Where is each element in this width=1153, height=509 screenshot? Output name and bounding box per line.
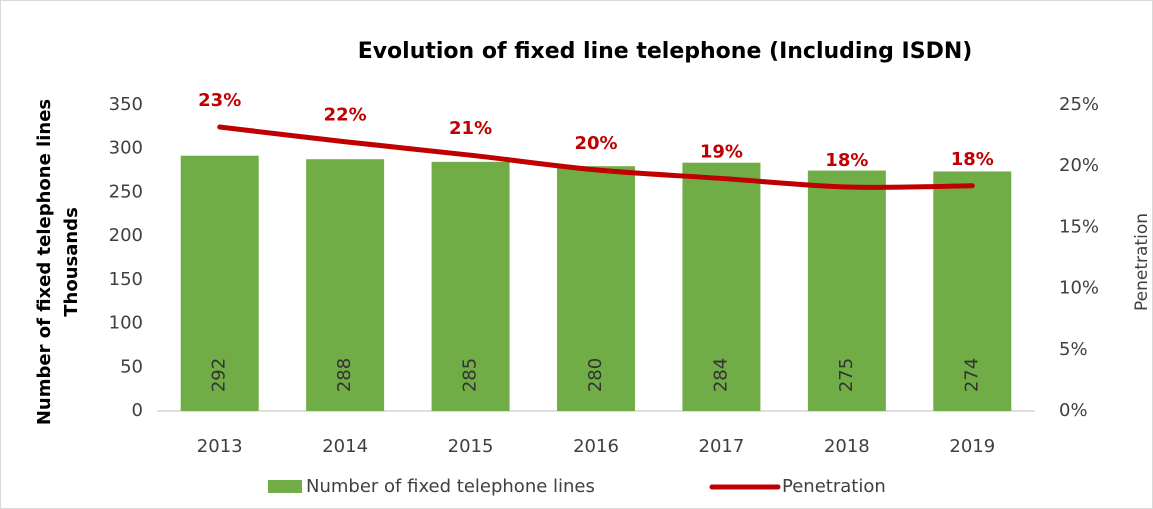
- line-value-label: 19%: [700, 141, 743, 162]
- bar-value-label: 288: [334, 358, 355, 392]
- bar: [431, 161, 510, 411]
- y-tick-label: 300: [109, 138, 143, 159]
- bar-value-label: 285: [460, 358, 481, 392]
- y2-axis-title: Penetration: [1132, 213, 1152, 311]
- y-tick-label: 150: [109, 269, 143, 290]
- legend-label: Penetration: [782, 476, 886, 497]
- line-value-label: 18%: [951, 149, 994, 170]
- line-value-label: 20%: [574, 133, 617, 154]
- x-tick-label: 2014: [322, 436, 368, 457]
- y-axis-unit: Thousands: [61, 207, 82, 317]
- bar: [807, 170, 886, 411]
- line-value-label: 21%: [449, 118, 492, 139]
- bar: [180, 155, 259, 411]
- x-tick-label: 2015: [448, 436, 494, 457]
- bar-value-label: 284: [710, 358, 731, 392]
- y-tick-label: 0: [132, 400, 143, 421]
- bar-value-label: 280: [585, 358, 606, 392]
- bar-value-label: 292: [209, 358, 230, 392]
- x-tick-label: 2016: [573, 436, 619, 457]
- bar: [306, 159, 385, 411]
- x-tick-label: 2019: [949, 436, 995, 457]
- y2-tick-label: 5%: [1059, 339, 1088, 360]
- y2-tick-label: 25%: [1059, 94, 1099, 115]
- y2-tick-label: 10%: [1059, 278, 1099, 299]
- bar-value-label: 275: [836, 358, 857, 392]
- y-tick-label: 250: [109, 181, 143, 202]
- bar: [557, 166, 635, 411]
- bar: [682, 162, 761, 411]
- y-tick-label: 200: [109, 225, 143, 246]
- bar-value-label: 274: [961, 358, 982, 392]
- legend-label: Number of fixed telephone lines: [306, 476, 595, 497]
- line-value-label: 23%: [198, 90, 241, 111]
- y-tick-label: 350: [109, 94, 143, 115]
- y-tick-label: 50: [120, 356, 143, 377]
- bar: [933, 171, 1012, 411]
- line-value-label: 22%: [324, 105, 367, 126]
- y-tick-label: 100: [109, 313, 143, 334]
- x-tick-label: 2017: [699, 436, 745, 457]
- legend-swatch: [268, 480, 302, 493]
- chart-title: Evolution of fixed line telephone (Inclu…: [358, 39, 973, 64]
- y-axis-title: Number of fixed telephone lines: [34, 99, 55, 425]
- line: [217, 124, 975, 190]
- line-value-label: 18%: [825, 150, 868, 171]
- y2-tick-label: 15%: [1059, 216, 1099, 237]
- x-tick-label: 2013: [197, 436, 243, 457]
- x-tick-label: 2018: [824, 436, 870, 457]
- y2-tick-label: 0%: [1059, 400, 1088, 421]
- y2-tick-label: 20%: [1059, 155, 1099, 176]
